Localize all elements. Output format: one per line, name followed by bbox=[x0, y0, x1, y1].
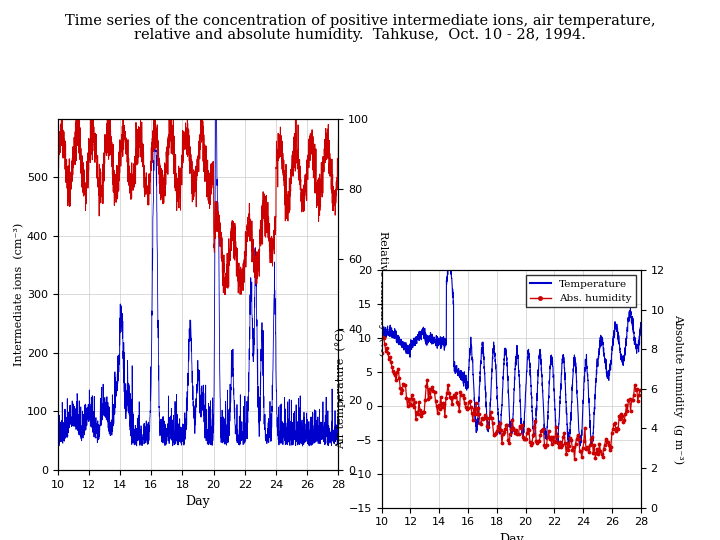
Y-axis label: Absolute humidity  (g m⁻³): Absolute humidity (g m⁻³) bbox=[673, 314, 684, 464]
Y-axis label: Air temperature  (°C): Air temperature (°C) bbox=[335, 328, 346, 449]
Text: relative and absolute humidity.  Tahkuse,  Oct. 10 - 28, 1994.: relative and absolute humidity. Tahkuse,… bbox=[134, 28, 586, 42]
Text: Time series of the concentration of positive intermediate ions, air temperature,: Time series of the concentration of posi… bbox=[65, 14, 655, 28]
X-axis label: Day: Day bbox=[186, 495, 210, 508]
X-axis label: Day: Day bbox=[499, 533, 523, 540]
Y-axis label: Intermediate ions  (cm⁻³): Intermediate ions (cm⁻³) bbox=[14, 222, 24, 366]
Legend: Temperature, Abs. humidity: Temperature, Abs. humidity bbox=[526, 275, 636, 307]
Y-axis label: Relative humidity  (%): Relative humidity (%) bbox=[378, 232, 389, 357]
